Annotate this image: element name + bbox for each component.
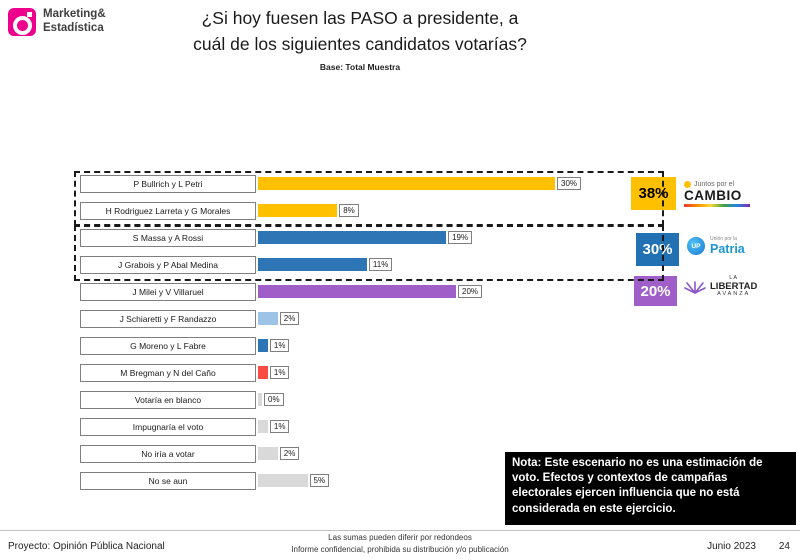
brand-logo-icon: [8, 8, 36, 36]
bar: [258, 204, 338, 217]
value-label: 19%: [448, 231, 473, 244]
chart-subtitle: Base: Total Muestra: [319, 61, 401, 72]
total-badge-libertad: 20%: [634, 276, 677, 306]
brand-name: Marketing& Estadística: [43, 8, 106, 36]
category-label: No iría a votar: [80, 444, 256, 463]
bar-row: No se aun 5%: [80, 467, 680, 494]
logo-la-libertad-avanza: LA LIBERTAD AVANZA: [684, 275, 758, 298]
cambio-logo-small-text: Juntos por el: [694, 181, 735, 188]
bar-row: J Milei y V Villaruel 20%: [80, 278, 680, 305]
brand-ring-shape: [13, 16, 32, 35]
value-label: 5%: [309, 474, 330, 487]
bar: [258, 420, 268, 433]
bar-row: P Bullrich y L Petri 30%: [80, 170, 680, 197]
libertad-logo-line3: AVANZA: [717, 290, 751, 297]
bar: [258, 312, 278, 325]
rainbow-bar-icon: [684, 204, 750, 207]
bar: [258, 366, 268, 379]
libertad-logo-line1: LA: [729, 275, 739, 281]
bar: [258, 231, 447, 244]
value-label: 20%: [458, 285, 483, 298]
bar-row: Impugnaría el voto 1%: [80, 413, 680, 440]
category-label: S Massa y A Rossi: [80, 228, 256, 247]
value-label: 0%: [264, 393, 284, 406]
category-label: G Moreno y L Fabre: [80, 336, 256, 355]
disclaimer-note: Nota: Este escenario no es una estimació…: [505, 452, 796, 525]
footer-disclaimer-line1: Las sumas pueden diferir por redondeos: [328, 533, 472, 542]
category-label: J Grabois y P Abal Medina: [80, 255, 256, 274]
bar-row: Votaría en blanco 0%: [80, 386, 680, 413]
category-label: Impugnaría el voto: [80, 417, 256, 436]
brand: Marketing& Estadística: [8, 8, 106, 36]
footer-project: Proyecto: Opinión Pública Nacional: [8, 541, 165, 552]
bar: [258, 447, 278, 460]
footer-page-number: 24: [778, 541, 790, 552]
page-title: ¿Si hoy fuesen las PASO a presidente, a …: [150, 5, 570, 73]
value-label: 2%: [279, 447, 300, 460]
footer-disclaimer: Las sumas pueden diferir por redondeos I…: [230, 532, 570, 556]
logo-juntos-por-el-cambio: Juntos por el CAMBIO: [684, 181, 796, 207]
bar-row: No iría a votar 2%: [80, 440, 680, 467]
category-label: No se aun: [80, 471, 256, 490]
value-label: 1%: [269, 366, 290, 379]
page-title-line1: ¿Si hoy fuesen las PASO a presidente, a: [201, 8, 519, 28]
bar: [258, 339, 268, 352]
value-label: 11%: [368, 258, 393, 271]
bar-row: J Schiaretti y F Randazzo 2%: [80, 305, 680, 332]
sun-icon: [684, 181, 691, 188]
bar-row: J Grabois y P Abal Medina 11%: [80, 251, 680, 278]
bar: [258, 474, 308, 487]
category-label: M Bregman y N del Caño: [80, 363, 256, 382]
footer-disclaimer-line2: Informe confidencial, prohibida su distr…: [291, 545, 509, 554]
category-label: H Rodriguez Larreta y G Morales: [80, 201, 256, 220]
bar: [258, 177, 555, 190]
category-label: J Schiaretti y F Randazzo: [80, 309, 256, 328]
bar-row: G Moreno y L Fabre 1%: [80, 332, 680, 359]
brand-square-shape: [27, 12, 32, 17]
bar: [258, 393, 262, 406]
value-label: 1%: [269, 420, 290, 433]
total-badge-cambio: 38%: [631, 177, 676, 210]
brand-name-line2: Estadística: [43, 22, 104, 34]
libertad-logo-text-block: LA LIBERTAD AVANZA: [710, 275, 758, 298]
bar-row: H Rodriguez Larreta y G Morales 8%: [80, 197, 680, 224]
logo-union-por-la-patria: UP Unión por la Patria: [687, 236, 745, 256]
eagle-icon: [684, 280, 706, 294]
bar: [258, 285, 456, 298]
cambio-logo-top: Juntos por el: [684, 181, 796, 188]
category-label: Votaría en blanco: [80, 390, 256, 409]
category-label: P Bullrich y L Petri: [80, 174, 256, 193]
category-label: J Milei y V Villaruel: [80, 282, 256, 301]
bar-chart: P Bullrich y L Petri 30% H Rodriguez Larre…: [74, 170, 680, 494]
value-label: 30%: [557, 177, 582, 190]
libertad-logo-line2: LIBERTAD: [710, 280, 758, 292]
bar-rows: P Bullrich y L Petri 30% H Rodriguez Larre…: [80, 170, 680, 494]
patria-logo-text-block: Unión por la Patria: [710, 236, 745, 256]
patria-circle-icon: UP: [687, 237, 705, 256]
bar-row: M Bregman y N del Caño 1%: [80, 359, 680, 386]
footer-divider: [0, 530, 800, 531]
bar-row: S Massa y A Rossi 19%: [80, 224, 680, 251]
brand-name-line1: Marketing&: [43, 8, 106, 21]
patria-logo-small-text: Unión por la: [710, 236, 737, 242]
footer-date: Junio 2023: [707, 541, 756, 552]
value-label: 2%: [279, 312, 300, 325]
cambio-logo-main-text: CAMBIO: [684, 188, 742, 203]
value-label: 1%: [269, 339, 290, 352]
bar: [258, 258, 367, 271]
page-title-line2: cuál de los siguientes candidatos votarí…: [193, 34, 527, 55]
patria-logo-main-text: Patria: [710, 241, 745, 256]
value-label: 8%: [339, 204, 359, 217]
total-badge-patria: 30%: [636, 233, 679, 266]
